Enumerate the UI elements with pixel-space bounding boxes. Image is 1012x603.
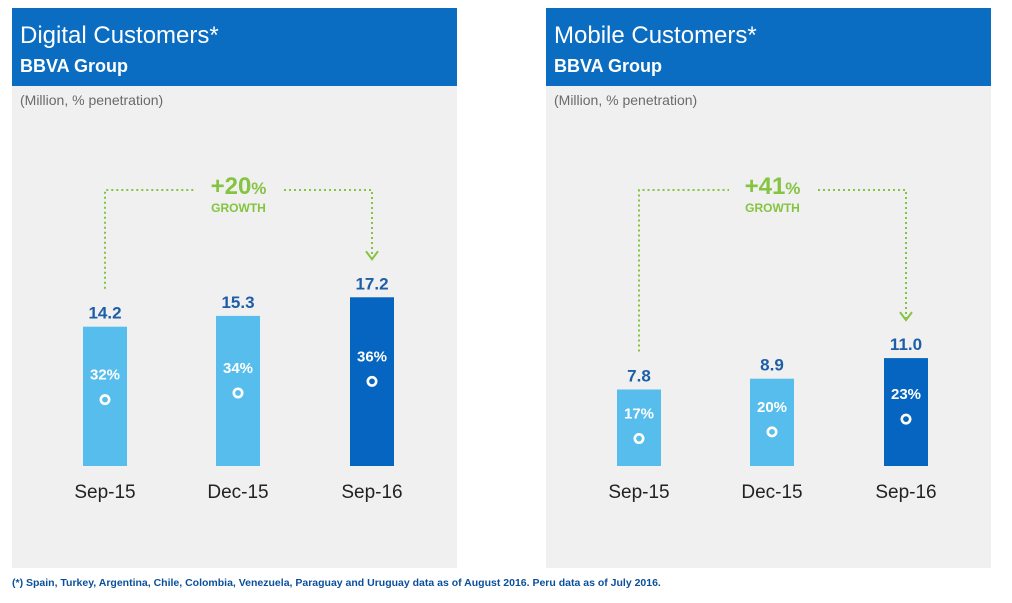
growth-arrow-icon (365, 250, 379, 261)
chart-title: Digital Customers* (20, 22, 219, 49)
penetration-label: 23% (891, 386, 921, 403)
bar-value-label: 11.0 (890, 335, 922, 354)
bar-sep-16 (884, 358, 928, 466)
penetration-marker-icon (99, 394, 111, 406)
bar-value-label: 7.8 (627, 366, 651, 385)
bar-value-label: 8.9 (760, 356, 784, 375)
penetration-marker-icon (766, 426, 778, 438)
bar-value-label: 14.2 (88, 304, 121, 323)
growth-label: GROWTH (211, 201, 266, 215)
digital-customers-chart: 14.2 32% Sep-15 15.3 34% Dec-15 17.2 36% Sep-16 +… (74, 173, 402, 503)
growth-connector-left (104, 189, 195, 289)
bar-value-label: 15.3 (221, 293, 254, 312)
unit-label: (Million, % penetration) (20, 92, 164, 108)
penetration-marker-icon (232, 387, 244, 399)
unit-label: (Million, % penetration) (554, 92, 698, 108)
category-label: Sep-16 (875, 482, 936, 503)
penetration-label: 17% (624, 406, 654, 423)
bar-sep-15 (617, 389, 661, 466)
growth-arrow-icon (899, 311, 913, 322)
mobile-customers-chart: 7.8 17% Sep-15 8.9 20% Dec-15 11.0 23% Sep-16 +41… (608, 173, 936, 503)
penetration-marker-icon (366, 375, 378, 387)
mobile-customers-panel: Mobile Customers* BBVA Group (Million, %… (546, 8, 991, 568)
digital-customers-panel: Digital Customers* BBVA Group (Million, … (12, 8, 457, 568)
growth-connector-right (284, 189, 373, 258)
chart-subtitle: BBVA Group (554, 56, 662, 76)
growth-connector-right (818, 189, 907, 319)
growth-label: GROWTH (745, 201, 800, 215)
category-label: Sep-15 (74, 482, 135, 503)
footnote: (*) Spain, Turkey, Argentina, Chile, Col… (12, 577, 661, 589)
panel-header: Mobile Customers* BBVA Group (546, 8, 991, 86)
category-label: Dec-15 (207, 482, 268, 503)
bar-value-label: 17.2 (355, 274, 388, 293)
chart-title: Mobile Customers* (554, 22, 757, 49)
growth-value: +41% (745, 173, 801, 200)
category-label: Sep-16 (341, 482, 402, 503)
chart-subtitle: BBVA Group (20, 56, 128, 76)
bar-dec-15 (750, 378, 794, 466)
penetration-marker-icon (633, 433, 645, 445)
category-label: Sep-15 (608, 482, 669, 503)
bar-sep-16 (350, 297, 394, 466)
panel-header: Digital Customers* BBVA Group (12, 8, 457, 86)
category-label: Dec-15 (741, 482, 802, 503)
penetration-marker-icon (900, 413, 912, 425)
penetration-label: 32% (90, 367, 120, 384)
growth-value: +20% (211, 173, 267, 200)
growth-connector-left (638, 189, 729, 352)
bar-dec-15 (216, 315, 260, 466)
penetration-label: 34% (223, 360, 253, 377)
penetration-label: 20% (757, 399, 787, 416)
penetration-label: 36% (357, 348, 387, 365)
